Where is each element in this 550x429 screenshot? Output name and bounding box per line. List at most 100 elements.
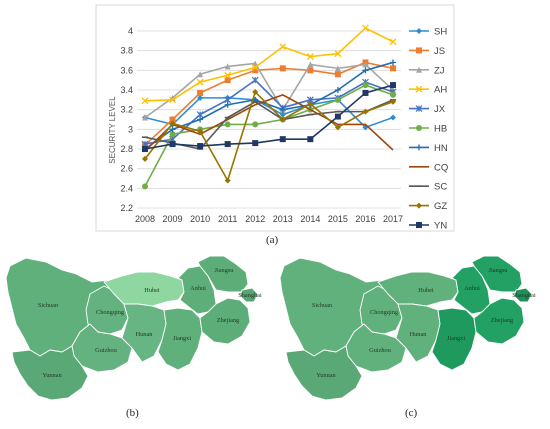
data-point: [390, 65, 396, 72]
y-ticks: 2.2 2.4 2.6 2.8 3 3.2 3.4 3.6 3.8 4: [120, 26, 133, 213]
legend-label: JS: [434, 46, 445, 57]
region-label-zhejiang: Zhejiang: [491, 317, 514, 324]
data-point: [224, 177, 231, 184]
series-line: [144, 90, 394, 183]
data-point: [252, 60, 259, 67]
region-label-hunan: Hunan: [136, 331, 154, 338]
data-point: [252, 88, 259, 95]
y-tick-label: 3: [128, 124, 133, 134]
data-point: [197, 116, 204, 123]
data-point: [279, 106, 286, 113]
series-line: [144, 97, 394, 129]
x-tick-label: 2017: [383, 214, 403, 224]
data-point: [416, 47, 422, 54]
y-tick-label: 3.4: [120, 85, 133, 95]
x-tick-label: 2013: [273, 214, 293, 224]
caption-a: (a): [266, 234, 279, 246]
legend-entry-yn: YN: [409, 221, 447, 232]
y-tick-label: 3.8: [120, 46, 133, 56]
data-point: [334, 50, 342, 58]
legend-label: GZ: [434, 201, 447, 212]
data-point: [389, 38, 397, 46]
legend-entry-sc: SC: [409, 182, 447, 193]
data-point: [169, 120, 176, 127]
series-line: [144, 84, 394, 187]
y-tick-label: 3.2: [120, 105, 133, 115]
data-point: [307, 61, 314, 68]
series-line: [144, 61, 394, 146]
data-point: [224, 77, 231, 84]
legend-entry-gz: GZ: [409, 201, 447, 212]
data-point: [416, 202, 422, 209]
region-label-sichuan: Sichuan: [38, 302, 59, 309]
map-b: Sichuan Chongqing Guizhou Yunnan Hubei Hunan J…: [5, 255, 262, 401]
legend-label: YN: [434, 221, 447, 232]
x-tick-label: 2012: [245, 214, 265, 224]
data-point: [390, 98, 396, 105]
data-point: [142, 155, 148, 162]
x-tick-label: 2009: [163, 214, 183, 224]
data-point: [416, 66, 422, 73]
data-point: [251, 63, 259, 71]
x-tick-label: 2014: [300, 214, 320, 224]
region-label-hubei: Hubei: [144, 287, 160, 294]
data-point: [279, 116, 286, 123]
x-ticks: 2008 2009 2010 2011 2012 2013 2014 2015 2016 2017: [135, 214, 403, 224]
legend-entry-sh: SH: [409, 27, 447, 38]
y-tick-label: 3.6: [120, 65, 133, 75]
legend-entry-cq: CQ: [409, 162, 448, 173]
data-point: [141, 97, 149, 105]
series-line: [144, 62, 394, 119]
legend-entry-hb: HB: [409, 124, 447, 135]
legend-entry-zj: ZJ: [409, 65, 445, 76]
series-line: [144, 94, 394, 152]
data-point: [334, 124, 341, 131]
legend-label: SC: [434, 182, 447, 193]
data-point: [279, 136, 286, 143]
data-point: [197, 94, 204, 101]
caption-b: (b): [126, 407, 139, 419]
data-point: [362, 67, 369, 74]
series-hb: [142, 82, 396, 190]
data-point: [197, 128, 204, 135]
data-point: [224, 101, 231, 108]
region-hunan: [395, 303, 441, 363]
region-shanghai: [239, 287, 259, 303]
data-point: [279, 65, 286, 72]
region-label-sichuan: Sichuan: [312, 302, 333, 309]
data-point: [169, 116, 176, 123]
region-yunnan: [285, 345, 363, 401]
caption-c: (c): [405, 407, 418, 419]
data-point: [415, 85, 423, 93]
y-tick-label: 2.8: [120, 144, 133, 154]
legend-label: JX: [434, 104, 446, 115]
x-tick-label: 2011: [218, 214, 237, 224]
region-label-anhui: Anhui: [190, 285, 206, 292]
data-point: [362, 82, 369, 89]
x-tick-label: 2008: [135, 214, 155, 224]
region-shanghai: [513, 287, 533, 303]
x-tick-label: 2016: [355, 214, 375, 224]
region-label-chongqing: Chongqing: [370, 309, 399, 316]
data-point: [334, 87, 341, 93]
security-level-line-chart: SECURITY LEVEL 2.2 2.4 2.6 2.8 3 3.2 3.4 3.6 3.8…: [95, 4, 455, 232]
region-label-chongqing: Chongqing: [96, 309, 125, 316]
data-point: [362, 108, 369, 115]
data-point: [252, 121, 259, 128]
data-point: [224, 71, 232, 79]
data-point: [306, 53, 314, 61]
series: [141, 24, 397, 190]
data-point: [362, 89, 369, 96]
legend-label: ZJ: [434, 65, 445, 76]
data-point: [169, 141, 176, 148]
data-point: [224, 141, 231, 148]
data-point: [279, 43, 287, 51]
data-point: [279, 111, 286, 118]
data-point: [196, 78, 204, 86]
region-jiangsu: [197, 255, 249, 293]
region-label-zhejiang: Zhejiang: [217, 317, 240, 324]
region-label-jiangsu: Jiangsu: [489, 267, 509, 274]
data-point: [307, 136, 314, 143]
legend-entry-ah: AH: [409, 85, 447, 96]
